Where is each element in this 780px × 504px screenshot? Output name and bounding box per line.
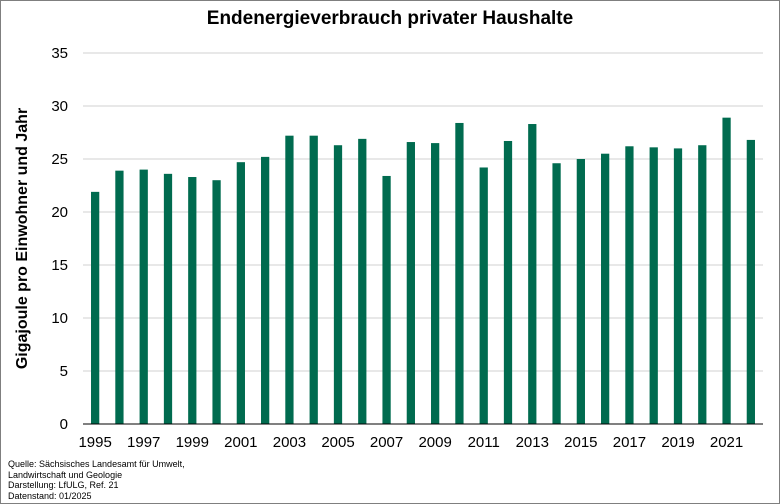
data-date-line: Datenstand: 01/2025 — [8, 490, 92, 501]
source-line: Quelle: Sächsisches Landesamt für Umwelt… — [8, 459, 185, 469]
x-tick-label: 2013 — [516, 434, 549, 451]
y-tick-label: 5 — [60, 363, 68, 380]
bar-2000 — [212, 180, 221, 424]
bar-2008 — [406, 142, 415, 425]
bars — [91, 117, 755, 425]
bar-2002 — [261, 156, 270, 424]
x-tick-label: 2007 — [370, 434, 403, 451]
bar-2013 — [528, 124, 537, 425]
y-tick-label: 15 — [51, 257, 68, 274]
chart-title: Endenergieverbrauch privater Haushalte — [206, 8, 574, 29]
x-tick-label: 2003 — [273, 434, 306, 451]
bar-2004 — [309, 135, 318, 424]
y-tick-label: 25 — [51, 151, 68, 168]
bar-1999 — [188, 177, 197, 424]
bar-2015 — [576, 159, 585, 424]
bar-2017 — [625, 146, 634, 424]
x-tick-label: 2015 — [564, 434, 597, 451]
x-tick-label: 2005 — [321, 434, 354, 451]
bar-2009 — [431, 143, 440, 424]
y-tick-label: 10 — [51, 310, 68, 327]
gridlines — [83, 52, 763, 372]
credit-line: Darstellung: LfULG, Ref. 21 — [8, 480, 119, 490]
x-tick-label: 2001 — [224, 434, 257, 451]
source-line: Landwirtschaft und Geologie — [8, 469, 123, 480]
bar-1996 — [115, 170, 124, 424]
y-axis-label: Gigajoule pro Einwohner und Jahr — [14, 108, 31, 369]
y-tick-label: 0 — [60, 416, 68, 433]
x-axis-ticks: 1995 1997 1999 2001 2003 2005 2007 2009 2011 2013… — [78, 434, 743, 451]
bar-2014 — [552, 163, 561, 425]
x-tick-label: 2009 — [418, 434, 451, 451]
bar-2012 — [503, 140, 513, 425]
bar-2021 — [722, 117, 731, 424]
bar-1995 — [91, 191, 100, 424]
source-note: Quelle: Sächsisches Landesamt für Umwelt… — [8, 459, 185, 501]
y-tick-label: 30 — [51, 98, 68, 115]
y-tick-label: 20 — [51, 204, 68, 221]
bar-2003 — [285, 135, 294, 424]
bar-2016 — [601, 153, 610, 424]
x-tick-label: 2021 — [710, 434, 743, 451]
x-tick-label: 1999 — [176, 434, 209, 451]
x-tick-label: 1997 — [127, 434, 160, 451]
y-axis-ticks: 0 5 10 15 20 25 30 35 — [51, 45, 68, 433]
bar-2001 — [236, 162, 245, 424]
x-tick-label: 2019 — [661, 434, 694, 451]
x-tick-label: 2017 — [613, 434, 646, 451]
x-tick-label: 1995 — [78, 434, 111, 451]
bar-2018 — [649, 147, 658, 424]
bar-2011 — [479, 167, 488, 425]
y-tick-label: 35 — [51, 45, 68, 62]
bar-2020 — [698, 145, 707, 424]
bar-2007 — [382, 175, 391, 424]
bar-2022 — [746, 139, 755, 425]
bar-2010 — [455, 122, 464, 425]
bar-2005 — [333, 145, 343, 424]
bar-1998 — [163, 173, 173, 424]
bar-2019 — [673, 148, 683, 424]
bar-1997 — [139, 169, 148, 424]
bar-2006 — [358, 138, 367, 425]
x-tick-label: 2011 — [468, 434, 500, 451]
